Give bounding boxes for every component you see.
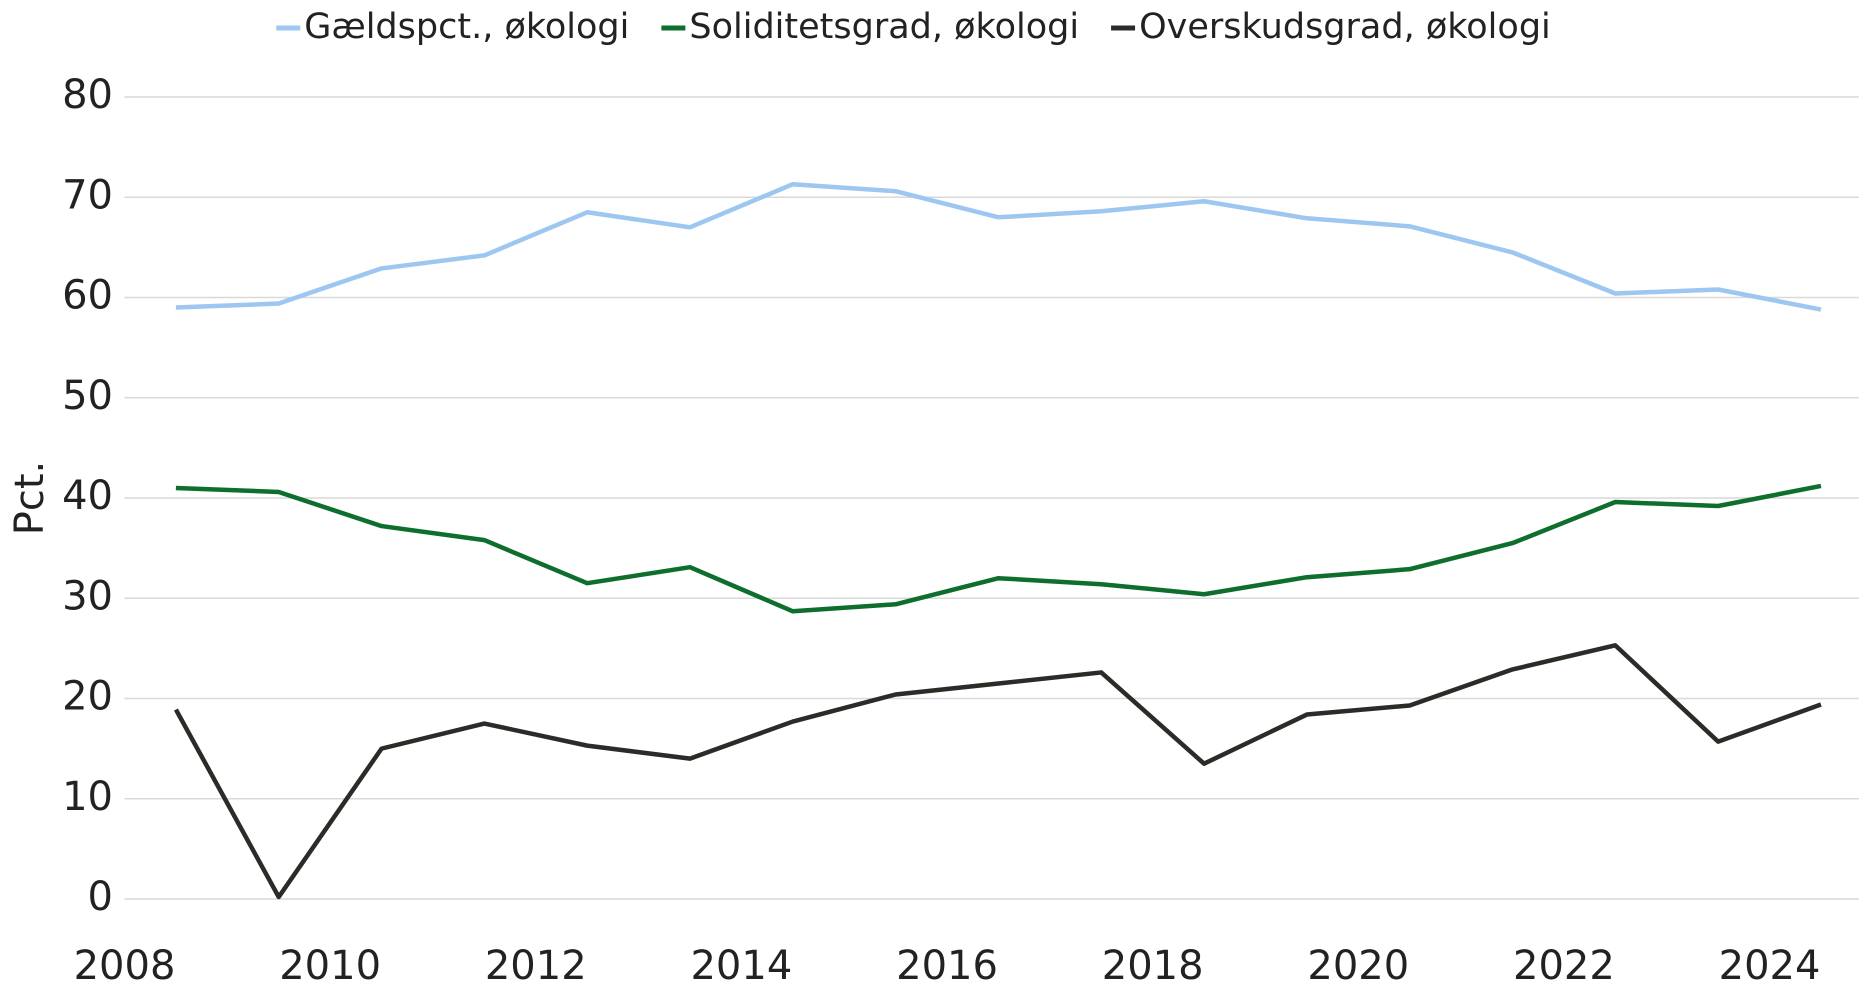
x-tick-label: 2022 — [1513, 943, 1615, 986]
line-series — [175, 483, 1822, 614]
legend-label: Gældspct., økologi — [304, 7, 629, 47]
y-axis-label: Pct. — [7, 461, 53, 536]
legend-label: Overskudsgrad, økologi — [1139, 7, 1551, 47]
line-series — [173, 643, 1822, 900]
x-tick-label: 2020 — [1307, 943, 1409, 986]
y-tick-label: 80 — [62, 72, 113, 118]
y-tick-label: 10 — [62, 774, 113, 820]
legend-label: Soliditetsgrad, økologi — [689, 7, 1079, 47]
x-tick-label: 2016 — [896, 943, 998, 986]
y-tick-label: 40 — [62, 473, 113, 519]
y-tick-label: 20 — [62, 674, 113, 720]
y-tick-label: 50 — [62, 373, 113, 419]
x-tick-label: 2024 — [1719, 943, 1821, 986]
x-tick-label: 2014 — [690, 943, 792, 986]
y-tick-label: 0 — [88, 874, 113, 920]
x-tick-label: 2008 — [74, 943, 176, 986]
x-tick-label: 2010 — [279, 943, 381, 986]
line-series — [175, 181, 1822, 312]
x-tick-label: 2012 — [485, 943, 587, 986]
y-tick-label: 30 — [62, 573, 113, 619]
y-tick-label: 70 — [62, 172, 113, 218]
y-tick-label: 60 — [62, 273, 113, 319]
x-tick-label: 2018 — [1102, 943, 1204, 986]
